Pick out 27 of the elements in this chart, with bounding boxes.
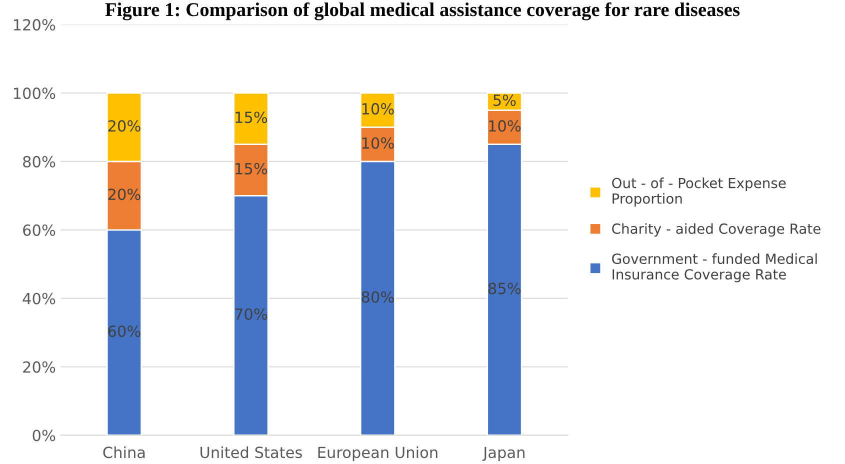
y-tick-label: 60% bbox=[23, 224, 56, 236]
data-label: 60% bbox=[108, 325, 140, 338]
data-label: 15% bbox=[236, 112, 268, 124]
y-tick-label: 100% bbox=[14, 87, 56, 100]
chart-title: Figure 1: Comparison of global medical assistance coverage for rare diseases bbox=[105, 2, 740, 20]
data-label: 10% bbox=[362, 137, 394, 149]
y-tick-label: 40% bbox=[22, 292, 56, 304]
y-tick-label: 80% bbox=[23, 156, 56, 168]
x-tick-label: Japan bbox=[482, 446, 524, 462]
data-label: 85% bbox=[488, 282, 521, 294]
y-tick-label: 20% bbox=[23, 361, 56, 373]
data-label: 5% bbox=[494, 94, 516, 106]
legend-label: Government - funded Medical Insurance Coverage Rate bbox=[612, 253, 817, 282]
data-label: 20% bbox=[108, 120, 140, 132]
data-label: 20% bbox=[108, 188, 140, 200]
data-label: 10% bbox=[489, 120, 521, 132]
x-tick-label: United States bbox=[200, 446, 302, 458]
x-tick-label: European Union bbox=[318, 446, 438, 462]
data-label: 80% bbox=[362, 291, 394, 303]
x-tick-label: China bbox=[103, 446, 145, 458]
legend-label: Charity - aided Coverage Rate bbox=[612, 223, 820, 237]
data-label: 10% bbox=[362, 103, 394, 115]
y-tick-label: 0% bbox=[32, 430, 56, 442]
y-tick-label: 120% bbox=[14, 19, 56, 31]
data-label: 70% bbox=[235, 308, 268, 320]
legend-label: Out - of - Pocket Expense Proportion bbox=[612, 178, 786, 207]
data-label: 15% bbox=[236, 162, 268, 174]
